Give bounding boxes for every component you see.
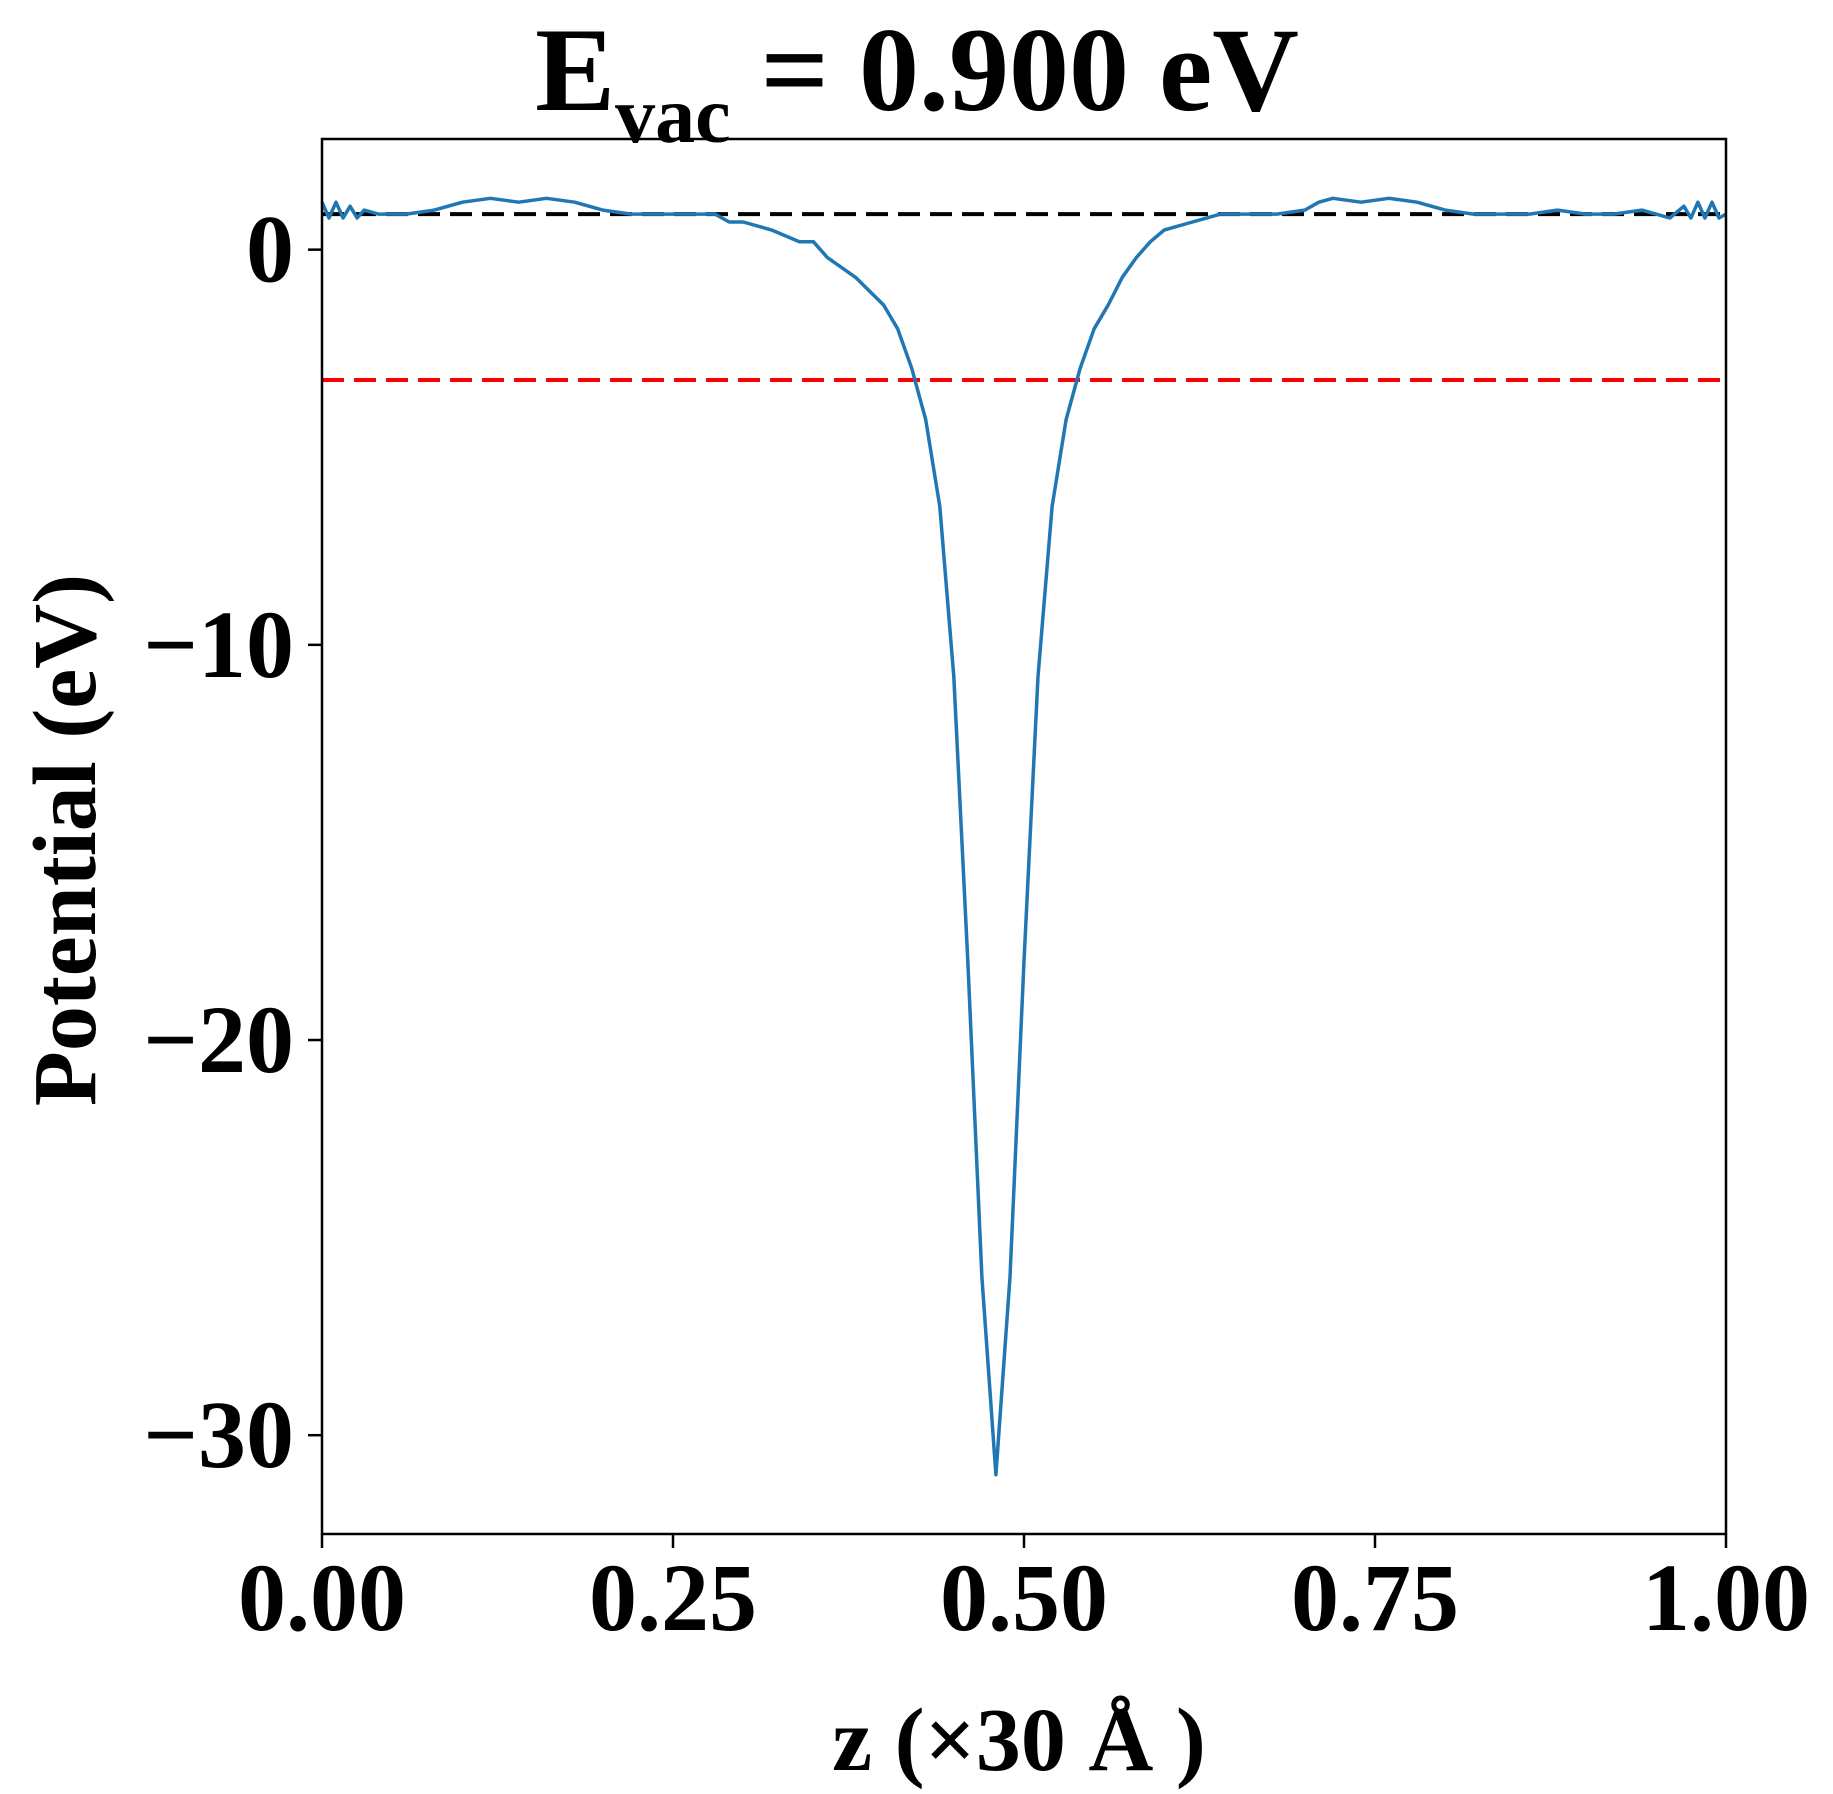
plot-area — [320, 196, 1727, 1477]
x-tick-label: 0.25 — [589, 1544, 757, 1651]
x-axis-ticks: 0.00 0.25 0.50 0.75 1.00 — [238, 1534, 1810, 1651]
y-tick-label: −20 — [143, 986, 294, 1093]
x-tick-label: 0.50 — [940, 1544, 1108, 1651]
chart-title-subscript: vac — [615, 72, 731, 160]
x-tick-label: 0.00 — [238, 1544, 406, 1651]
x-tick-label: 1.00 — [1642, 1544, 1810, 1651]
axes-frame — [320, 137, 1728, 1536]
x-axis-label: z (×30 Å ) — [832, 1691, 1206, 1790]
y-axis-label: Potential (eV) — [16, 574, 115, 1106]
y-tick-label: −30 — [143, 1381, 294, 1488]
chart-title-rest: = 0.900 eV — [731, 3, 1299, 136]
potential-series-line — [320, 196, 1727, 1477]
chart-title: Evac = 0.900 eV — [535, 3, 1299, 160]
y-tick-label: 0 — [246, 196, 294, 303]
y-axis-ticks: 0 −10 −20 −30 — [143, 196, 322, 1488]
x-tick-label: 0.75 — [1291, 1544, 1459, 1651]
y-tick-label: −10 — [143, 591, 294, 698]
chart-title-main: E — [535, 3, 615, 136]
